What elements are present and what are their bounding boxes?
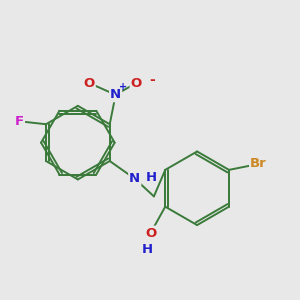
Text: O: O [130, 76, 142, 89]
Text: O: O [83, 76, 95, 89]
Text: -: - [150, 73, 155, 87]
Text: N: N [110, 88, 121, 101]
Text: N: N [129, 172, 140, 185]
Text: H: H [142, 243, 153, 256]
Text: O: O [145, 227, 156, 240]
Text: +: + [119, 82, 127, 92]
Text: H: H [146, 171, 157, 184]
Text: F: F [15, 115, 24, 128]
Text: Br: Br [250, 158, 267, 170]
